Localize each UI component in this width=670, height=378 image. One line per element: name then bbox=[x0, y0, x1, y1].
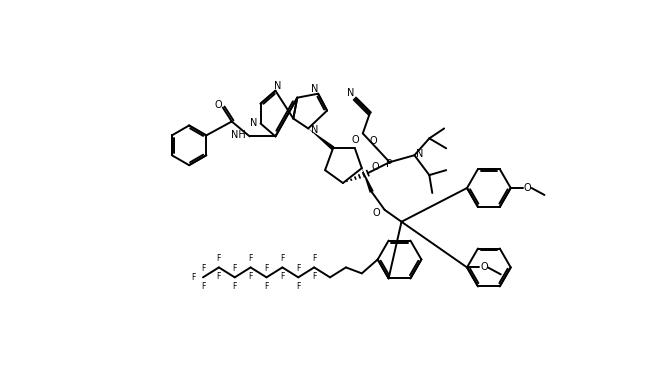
Text: N: N bbox=[250, 118, 257, 129]
Text: F: F bbox=[232, 282, 237, 291]
Text: N: N bbox=[312, 125, 319, 135]
Text: O: O bbox=[480, 262, 488, 273]
Polygon shape bbox=[362, 168, 374, 193]
Text: O: O bbox=[214, 100, 222, 110]
Text: F: F bbox=[312, 272, 316, 281]
Text: O: O bbox=[351, 135, 358, 146]
Text: P: P bbox=[387, 159, 393, 169]
Polygon shape bbox=[308, 129, 334, 150]
Text: N: N bbox=[312, 84, 319, 94]
Text: F: F bbox=[201, 282, 205, 291]
Text: F: F bbox=[201, 264, 205, 273]
Text: F: F bbox=[249, 254, 253, 263]
Text: F: F bbox=[280, 254, 285, 263]
Text: F: F bbox=[216, 254, 221, 263]
Text: O: O bbox=[372, 162, 379, 172]
Text: F: F bbox=[249, 272, 253, 281]
Text: F: F bbox=[312, 254, 316, 263]
Text: O: O bbox=[370, 136, 377, 146]
Text: O: O bbox=[373, 208, 381, 218]
Text: F: F bbox=[191, 273, 195, 282]
Text: F: F bbox=[280, 272, 285, 281]
Text: F: F bbox=[296, 282, 300, 291]
Text: F: F bbox=[265, 282, 269, 291]
Text: F: F bbox=[296, 264, 300, 273]
Text: N: N bbox=[347, 88, 354, 98]
Text: O: O bbox=[524, 183, 531, 193]
Text: N: N bbox=[274, 81, 281, 91]
Text: NH: NH bbox=[231, 130, 246, 140]
Text: F: F bbox=[216, 272, 221, 281]
Text: F: F bbox=[265, 264, 269, 273]
Text: F: F bbox=[232, 264, 237, 273]
Text: N: N bbox=[415, 149, 423, 159]
